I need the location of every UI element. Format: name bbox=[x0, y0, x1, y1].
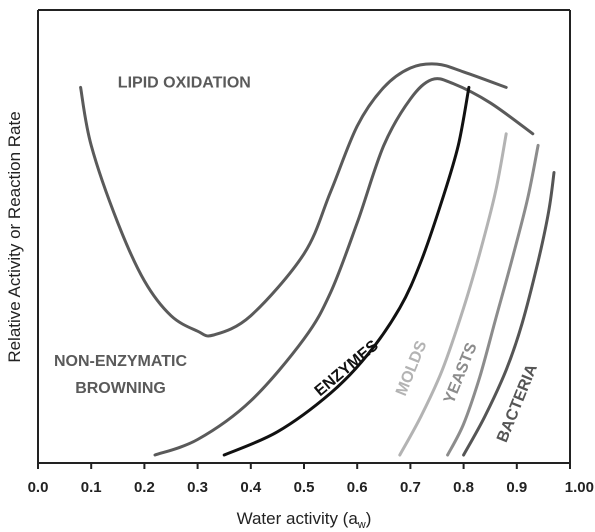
x-axis-title-close: ) bbox=[366, 509, 372, 528]
x-tick-layer: 0.0 0.1 0.2 0.3 0.4 0.5 0.6 0.7 0.8 0.9 1.00 bbox=[28, 463, 594, 496]
series-line-yeasts bbox=[446, 143, 540, 457]
series-line-bacteria bbox=[462, 171, 556, 457]
curve-label-bacteria: BACTERIA bbox=[494, 361, 541, 444]
series-line-non-enzymatic-browning bbox=[153, 77, 535, 457]
curve-label-lipid: LIPID OXIDATION bbox=[118, 74, 251, 91]
annotation-layer: LIPID OXIDATION NON-ENZYMATIC BROWNING ENZY… bbox=[54, 74, 541, 444]
series-layer bbox=[79, 62, 556, 457]
series-line-lipid-oxidation bbox=[79, 62, 508, 338]
curve-label-browning1: NON-ENZYMATIC bbox=[54, 353, 187, 370]
x-axis-title: Water activity (aw) bbox=[237, 509, 372, 531]
x-tick-label: 0.9 bbox=[506, 479, 527, 496]
chart-axes bbox=[37, 9, 571, 464]
x-tick-label: 0.3 bbox=[187, 479, 208, 496]
curve-label-enzymes: ENZYMES bbox=[312, 337, 382, 400]
x-tick-label: 0.4 bbox=[240, 479, 262, 496]
x-tick-label: 0.2 bbox=[134, 479, 155, 496]
x-tick-label: 1.00 bbox=[565, 479, 594, 496]
y-axis-title: Relative Activity or Reaction Rate bbox=[5, 111, 24, 362]
x-tick-label: 0.0 bbox=[28, 479, 49, 496]
curve-label-molds: MOLDS bbox=[393, 338, 431, 398]
x-tick-label: 0.5 bbox=[294, 479, 315, 496]
x-tick-label: 0.6 bbox=[347, 479, 368, 496]
curve-label-browning2: BROWNING bbox=[75, 380, 166, 397]
x-tick-label: 0.1 bbox=[81, 479, 102, 496]
x-tick-label: 0.8 bbox=[453, 479, 474, 496]
x-axis-title-main: Water activity (a bbox=[237, 509, 359, 528]
series-line-enzymes bbox=[222, 85, 471, 457]
x-axis-title-subscript: w bbox=[357, 519, 366, 531]
x-tick-label: 0.7 bbox=[400, 479, 421, 496]
series-line-molds bbox=[398, 132, 508, 457]
